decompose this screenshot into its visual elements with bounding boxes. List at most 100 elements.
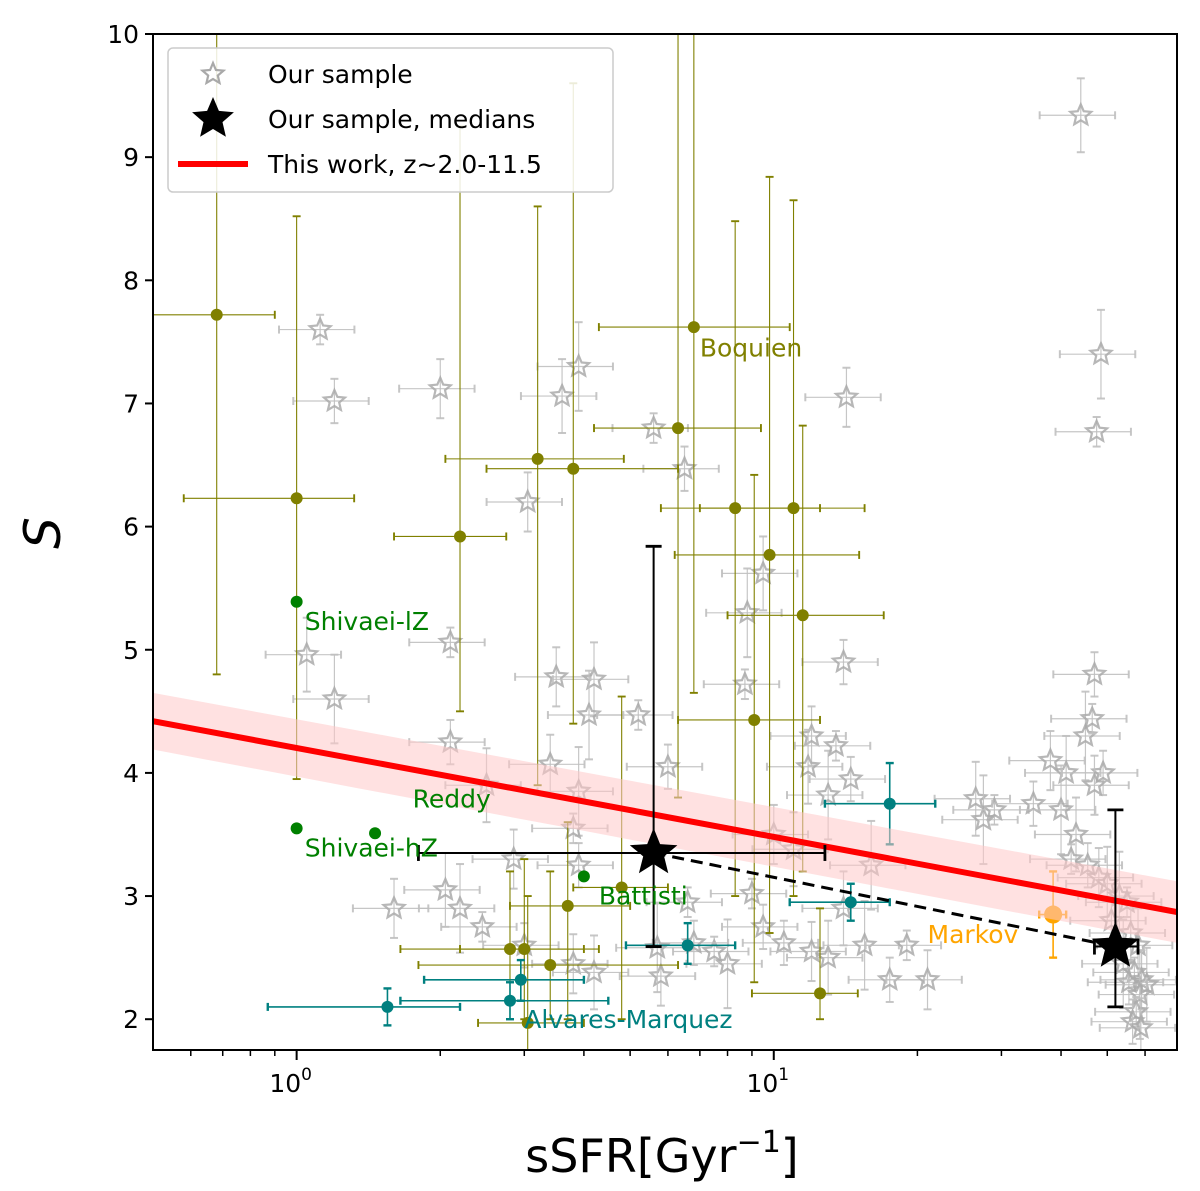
sample-point bbox=[580, 958, 608, 984]
reference-point bbox=[514, 973, 527, 986]
sample-point bbox=[1047, 796, 1075, 822]
reference-point bbox=[210, 308, 223, 321]
reference-point bbox=[763, 548, 776, 561]
reference-point bbox=[290, 822, 303, 835]
sample-point bbox=[794, 753, 822, 778]
y-tick-label: 4 bbox=[123, 759, 139, 788]
sample-point bbox=[734, 598, 761, 625]
sample-point bbox=[738, 879, 766, 905]
sample-point bbox=[830, 648, 857, 674]
sample-point bbox=[427, 374, 454, 400]
sample-point bbox=[1037, 746, 1064, 772]
sample-point bbox=[580, 665, 608, 691]
sample-point bbox=[321, 685, 348, 711]
x-tick-label-exp: 0 bbox=[301, 1065, 312, 1085]
sample-point bbox=[293, 640, 320, 666]
reference-point bbox=[503, 994, 516, 1007]
sample-point bbox=[1115, 968, 1143, 994]
sample-point bbox=[380, 894, 408, 920]
reference-series-1 bbox=[266, 761, 937, 1027]
sample-point bbox=[307, 315, 334, 341]
reference-point bbox=[672, 422, 685, 435]
plot-area bbox=[153, 34, 1177, 1050]
sample-point bbox=[893, 931, 920, 957]
sample-point bbox=[565, 352, 592, 378]
reference-point bbox=[544, 959, 557, 972]
sample-point bbox=[647, 962, 675, 988]
reference-series-0 bbox=[153, 34, 885, 1050]
x-tick-label: 100 bbox=[269, 1065, 312, 1098]
y-tick-label: 5 bbox=[123, 636, 139, 665]
plot-frame bbox=[152, 33, 1178, 1051]
sample-point bbox=[1087, 340, 1115, 366]
sample-point bbox=[837, 765, 864, 791]
sample-point bbox=[876, 965, 903, 991]
sample-point bbox=[1081, 660, 1108, 686]
sample-point bbox=[833, 383, 860, 409]
sample-point bbox=[560, 950, 587, 975]
reference-point bbox=[381, 1000, 394, 1013]
sample-point bbox=[514, 488, 541, 514]
sample-point bbox=[437, 628, 464, 654]
reference-point bbox=[369, 827, 382, 840]
sample-point bbox=[798, 722, 825, 748]
sample-point bbox=[565, 851, 592, 877]
sample-point bbox=[543, 663, 570, 689]
annotation-shivaei-lz: Shivaei-lZ bbox=[305, 607, 429, 636]
sample-point bbox=[701, 937, 728, 963]
sample-point bbox=[851, 931, 878, 957]
x-axis-label-sup: −1 bbox=[737, 1125, 781, 1160]
reference-point bbox=[577, 870, 590, 883]
reference-point bbox=[518, 943, 531, 956]
reference-series-5 bbox=[369, 827, 382, 840]
y-tick-label: 9 bbox=[123, 143, 139, 172]
reference-point bbox=[796, 609, 809, 622]
sample-point bbox=[432, 876, 459, 902]
y-axis-label: S bbox=[14, 517, 72, 549]
sample-point bbox=[914, 965, 941, 991]
reference-point bbox=[787, 502, 800, 515]
sample-point bbox=[548, 382, 576, 408]
legend-marker-open-star bbox=[199, 60, 227, 86]
sample-point bbox=[644, 933, 671, 959]
annotation-reddy: Reddy bbox=[413, 784, 491, 813]
y-tick-label: 7 bbox=[123, 389, 139, 418]
sample-point bbox=[1126, 980, 1153, 1006]
sample-point bbox=[1079, 704, 1106, 730]
x-axis-label: sSFR[Gyr−1] bbox=[525, 1125, 799, 1183]
reference-point bbox=[531, 452, 544, 465]
sample-point bbox=[770, 929, 797, 955]
annotation-shivaei-hz: Shivaei-hZ bbox=[305, 834, 438, 863]
sample-point bbox=[1053, 759, 1080, 785]
sample-point bbox=[1020, 789, 1047, 815]
reference-series-6 bbox=[577, 870, 590, 883]
legend-label: Our sample, medians bbox=[268, 105, 535, 134]
y-tick-label: 10 bbox=[107, 20, 139, 49]
y-tick-label: 8 bbox=[123, 266, 139, 295]
reference-point bbox=[561, 899, 574, 912]
median-connector bbox=[653, 851, 1116, 949]
annotation-markov: Markov bbox=[928, 920, 1019, 949]
reference-point bbox=[844, 896, 857, 909]
annotation-battisti: Battisti bbox=[599, 882, 688, 911]
sample-point bbox=[671, 454, 698, 480]
sample-point bbox=[815, 781, 842, 807]
reference-point bbox=[814, 987, 827, 1000]
reference-point bbox=[748, 713, 761, 726]
y-tick-label: 3 bbox=[123, 882, 139, 911]
x-axis-label-main: sSFR[Gyr bbox=[525, 1129, 736, 1183]
sample-point bbox=[749, 559, 777, 585]
sample-point bbox=[750, 912, 777, 939]
annotation-boquien: Boquien bbox=[700, 334, 802, 363]
y-tick-label: 6 bbox=[123, 513, 139, 542]
sample-point bbox=[1133, 970, 1160, 996]
sample-point bbox=[1089, 759, 1117, 785]
sample-point bbox=[822, 731, 850, 758]
y-tick-label: 2 bbox=[123, 1005, 139, 1034]
reference-point bbox=[883, 797, 896, 810]
x-tick-label-exp: 1 bbox=[778, 1065, 789, 1085]
sample-point bbox=[446, 894, 474, 920]
sample-point bbox=[674, 888, 701, 914]
